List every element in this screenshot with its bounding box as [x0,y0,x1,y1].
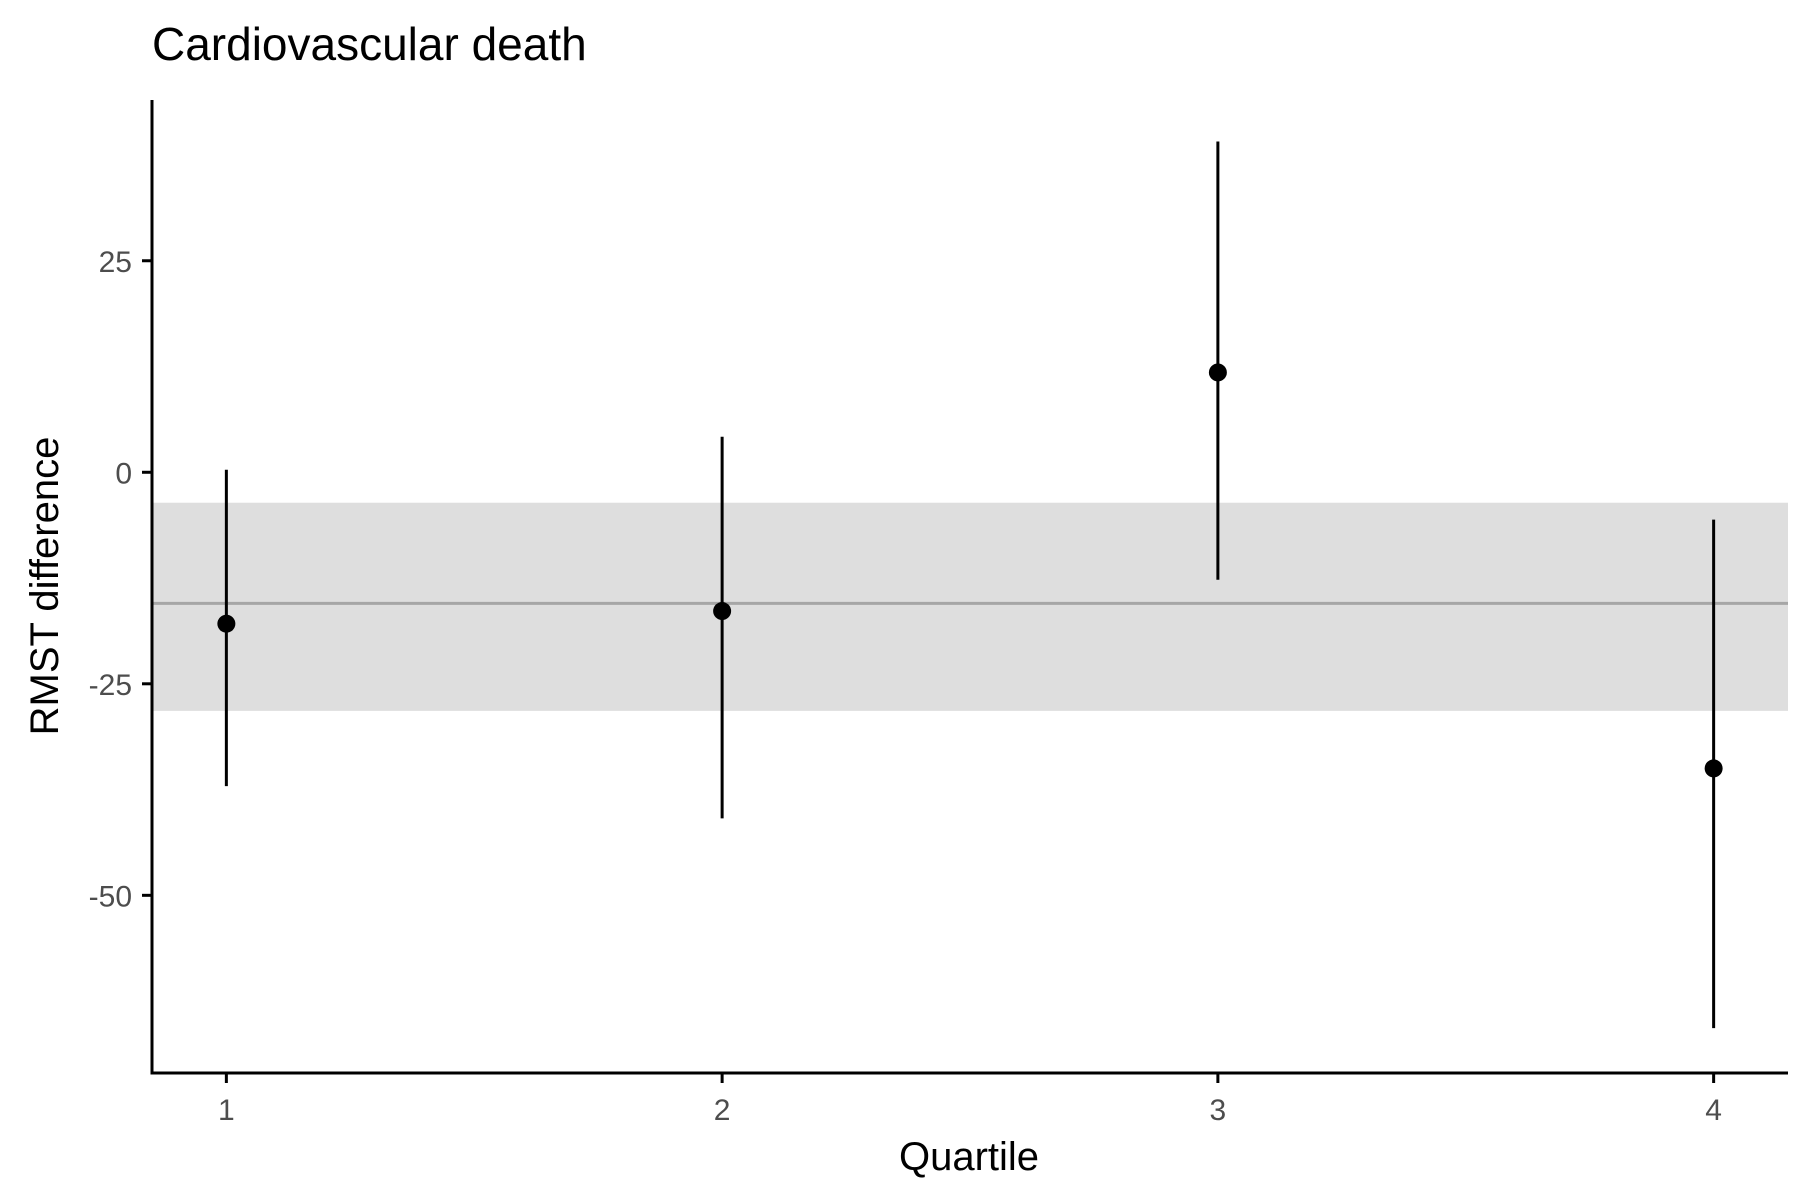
reference-ci-band [152,502,1788,711]
y-axis-ticks: 25 0 -25 -50 [89,246,152,913]
data-point-1 [217,614,236,633]
data-point-2 [713,602,732,621]
plot-area [152,141,1788,1029]
data-point-3 [1208,363,1227,382]
x-tick-label: 3 [1210,1094,1227,1127]
y-tick-label: 25 [99,246,132,279]
y-tick-label: -50 [89,880,132,913]
x-tick-label: 4 [1705,1094,1722,1127]
y-axis-title: RMST difference [23,437,67,736]
data-point-4 [1704,759,1723,778]
x-axis-ticks: 1 2 3 4 [218,1073,1722,1127]
x-tick-label: 2 [714,1094,731,1127]
x-tick-label: 1 [218,1094,235,1127]
y-tick-label: -25 [89,669,132,702]
x-axis-title: Quartile [899,1135,1039,1179]
chart-title: Cardiovascular death [152,18,587,70]
y-tick-label: 0 [115,457,132,490]
